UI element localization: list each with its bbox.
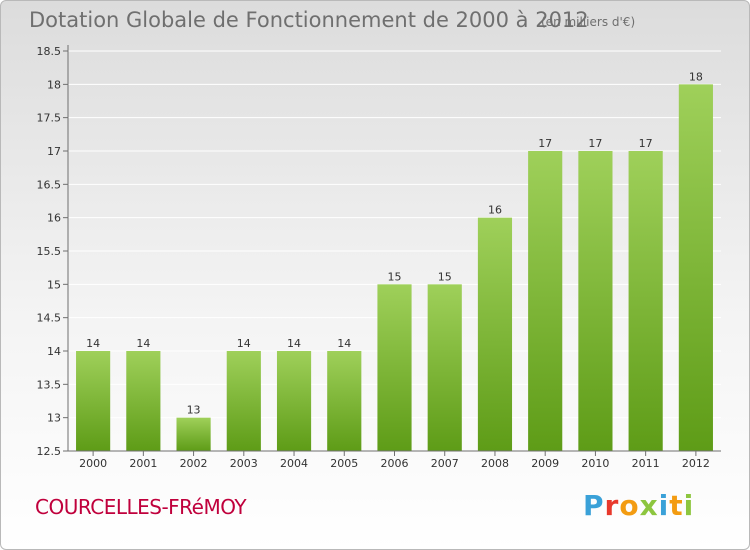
x-tick-label: 2007 — [431, 457, 459, 470]
bar-2001 — [126, 351, 161, 451]
y-tick-label: 18.5 — [37, 45, 62, 58]
y-tick-label: 18 — [47, 78, 61, 91]
bar-value-label: 15 — [438, 270, 452, 283]
y-tick-label: 15 — [47, 278, 61, 291]
logo-letter: i — [658, 489, 670, 522]
logo-letter: i — [683, 489, 695, 522]
bar-2002 — [176, 417, 211, 451]
commune-name: COURCELLES-FRéMOY — [35, 495, 247, 519]
logo-letter: t — [669, 489, 684, 522]
logo-letter: o — [619, 489, 640, 522]
bar-2010 — [578, 151, 613, 451]
y-tick-label: 14 — [47, 345, 61, 358]
y-tick-label: 17 — [47, 145, 61, 158]
y-tick-label: 14.5 — [37, 312, 62, 325]
x-tick-label: 2002 — [180, 457, 208, 470]
bar-value-label: 14 — [237, 337, 251, 350]
x-tick-label: 2009 — [531, 457, 559, 470]
x-tick-label: 2012 — [682, 457, 710, 470]
bar-value-label: 14 — [287, 337, 301, 350]
x-tick-label: 2001 — [129, 457, 157, 470]
bar-2005 — [327, 351, 362, 451]
bar-2007 — [427, 284, 462, 451]
y-tick-label: 16 — [47, 212, 61, 225]
x-tick-label: 2004 — [280, 457, 308, 470]
bar-value-label: 16 — [488, 204, 502, 217]
chart-unit-label: (en milliers d'€) — [541, 15, 636, 29]
bars: 14 14 13 14 14 14 15 15 16 17 17 17 18 — [76, 70, 713, 451]
bar-value-label: 17 — [538, 137, 552, 150]
y-tick-label: 17.5 — [37, 112, 62, 125]
bar-value-label: 15 — [388, 270, 402, 283]
bar-2012 — [678, 84, 713, 451]
bar-value-label: 14 — [86, 337, 100, 350]
y-tick-label: 16.5 — [37, 178, 62, 191]
y-tick-label: 15.5 — [37, 245, 62, 258]
bar-value-label: 14 — [136, 337, 150, 350]
bar-value-label: 17 — [588, 137, 602, 150]
y-tick-label: 13 — [47, 412, 61, 425]
y-tick-label: 13.5 — [37, 378, 62, 391]
x-tick-label: 2000 — [79, 457, 107, 470]
bar-2000 — [76, 351, 111, 451]
logo-letter: x — [639, 489, 659, 522]
bar-2011 — [628, 151, 663, 451]
x-tick-label: 2003 — [230, 457, 258, 470]
bar-2009 — [528, 151, 563, 451]
bar-value-label: 13 — [187, 404, 201, 417]
logo-letter: P — [583, 489, 605, 522]
bar-2003 — [226, 351, 261, 451]
bar-2008 — [477, 217, 513, 451]
bar-2006 — [377, 284, 412, 451]
x-tick-label: 2010 — [581, 457, 609, 470]
logo-letter: r — [604, 489, 620, 522]
y-tick-label: 12.5 — [37, 445, 62, 458]
x-tick-label: 2005 — [330, 457, 358, 470]
proxiti-logo: Proxiti — [583, 489, 694, 522]
x-tick-label: 2008 — [481, 457, 509, 470]
x-tick-label: 2006 — [381, 457, 409, 470]
bar-2004 — [276, 351, 312, 451]
axes: 12.5 13 13.5 14 14.5 15 15.5 16 16.5 17 17.5 18 18.5… — [37, 45, 721, 470]
bar-value-label: 17 — [639, 137, 653, 150]
bar-value-label: 14 — [337, 337, 351, 350]
bar-value-label: 18 — [689, 70, 703, 83]
chart-title: Dotation Globale de Fonctionnement de 20… — [29, 8, 589, 32]
x-tick-label: 2011 — [632, 457, 660, 470]
